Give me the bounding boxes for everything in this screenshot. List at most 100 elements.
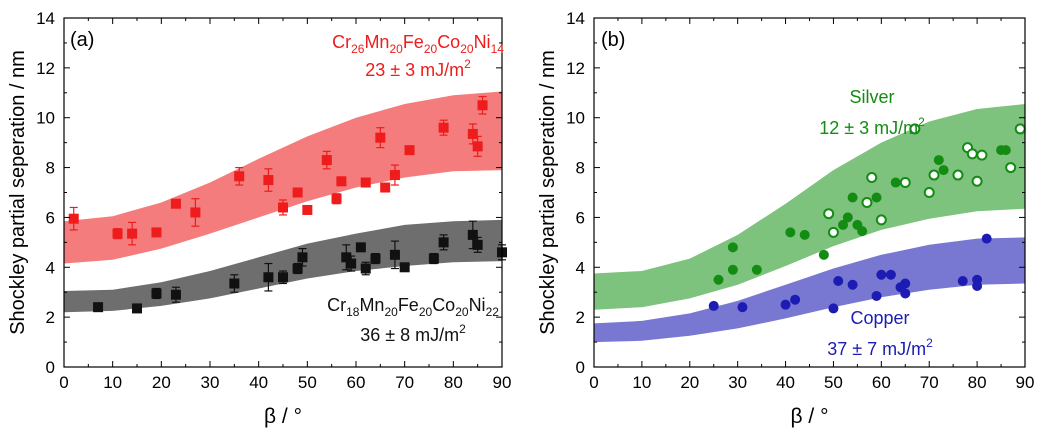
y-tick-label: 14 — [566, 9, 585, 28]
data-point — [389, 170, 400, 181]
data-point — [263, 175, 274, 186]
band-cr18mn20fe20co20ni22 — [64, 219, 502, 313]
data-point — [389, 249, 400, 260]
x-tick-label: 80 — [968, 373, 987, 392]
data-point — [151, 227, 162, 238]
data-point — [799, 229, 810, 240]
data-point — [1000, 145, 1011, 156]
panel-label: (b) — [601, 29, 625, 51]
data-point — [827, 226, 839, 238]
y-tick-label: 2 — [576, 308, 585, 327]
x-tick-label: 70 — [395, 373, 414, 392]
data-point — [847, 192, 858, 203]
data-point — [346, 258, 357, 269]
data-point — [302, 204, 313, 215]
x-tick-label: 60 — [347, 373, 366, 392]
data-point — [127, 228, 138, 239]
chart-panel-b: 0 10 20 30 40 50 60 70 80 90 0 2 4 6 8 10 12 14 β / ° Shock… — [537, 9, 1034, 428]
data-point — [278, 272, 288, 283]
y-tick-label: 4 — [46, 258, 55, 277]
data-point — [234, 171, 245, 182]
data-point — [785, 227, 796, 238]
data-point — [331, 193, 342, 204]
data-point — [737, 302, 748, 313]
x-tick-label: 90 — [493, 373, 512, 392]
data-point — [885, 269, 896, 280]
data-point — [933, 155, 944, 166]
data-point — [380, 182, 391, 193]
data-point — [472, 239, 483, 250]
data-point — [981, 233, 992, 244]
data-point — [838, 219, 849, 230]
data-point — [780, 299, 791, 310]
y-tick-label: 8 — [576, 159, 585, 178]
y-tick-label: 6 — [576, 208, 585, 227]
data-point — [727, 242, 738, 253]
data-point — [900, 278, 911, 289]
data-point — [871, 290, 882, 301]
data-point — [467, 229, 478, 240]
data-point — [727, 264, 738, 275]
series-label: Copper — [850, 308, 909, 328]
series-label: Silver — [849, 87, 894, 107]
data-point — [828, 303, 839, 314]
data-point — [355, 242, 366, 253]
data-point — [1005, 162, 1017, 174]
series-label: Cr26​Mn20​Fe20​Co20​Ni14​ — [332, 32, 504, 56]
x-tick-label: 30 — [201, 373, 220, 392]
data-point — [68, 213, 79, 224]
y-tick-label: 6 — [46, 208, 55, 227]
data-point — [818, 249, 829, 260]
data-point — [360, 263, 371, 274]
x-tick-label: 0 — [589, 373, 598, 392]
data-point — [952, 169, 964, 181]
data-point — [823, 208, 835, 220]
data-point — [170, 198, 181, 209]
x-tick-label: 10 — [632, 373, 651, 392]
data-point — [875, 214, 887, 226]
x-tick-label: 40 — [776, 373, 795, 392]
x-tick-label: 10 — [103, 373, 122, 392]
data-point — [263, 272, 274, 283]
x-tick-label: 30 — [728, 373, 747, 392]
data-point — [842, 212, 853, 223]
y-tick-label: 0 — [576, 358, 585, 377]
data-point — [472, 141, 483, 152]
band-cr26mn20fe20co20ni14 — [64, 91, 502, 264]
x-tick-label: 70 — [920, 373, 939, 392]
data-point — [790, 294, 801, 305]
data-point — [370, 253, 381, 264]
data-point — [928, 169, 940, 181]
data-point — [857, 226, 868, 237]
y-tick-label: 14 — [36, 9, 55, 28]
panel-label: (a) — [70, 29, 94, 51]
series-energy: 36 ± 8 mJ/m2 — [360, 322, 466, 345]
data-point — [170, 289, 181, 300]
data-point — [861, 196, 873, 208]
y-axis-label: Shockley partial seperation / nm — [537, 50, 559, 335]
data-point — [713, 274, 724, 285]
data-point — [438, 237, 449, 248]
y-tick-label: 12 — [36, 59, 55, 78]
data-point — [112, 228, 123, 239]
series-energy: 23 ± 3 mJ/m2 — [365, 57, 471, 80]
data-point — [708, 300, 719, 311]
x-tick-label: 40 — [249, 373, 268, 392]
data-point — [972, 274, 983, 285]
series-energy: 12 ± 3 mJ/m2 — [819, 115, 925, 138]
y-tick-label: 10 — [36, 109, 55, 128]
data-point — [871, 192, 882, 203]
data-point — [375, 132, 386, 143]
data-point — [151, 288, 162, 299]
band-silver — [594, 104, 1025, 310]
y-tick-label: 12 — [566, 59, 585, 78]
data-point — [971, 175, 983, 187]
data-point — [477, 100, 488, 111]
data-point — [321, 155, 332, 166]
data-point — [833, 275, 844, 286]
y-tick-label: 8 — [46, 159, 55, 178]
y-tick-label: 0 — [46, 358, 55, 377]
data-point — [923, 187, 935, 198]
x-tick-label: 50 — [824, 373, 843, 392]
y-tick-label: 4 — [576, 258, 585, 277]
